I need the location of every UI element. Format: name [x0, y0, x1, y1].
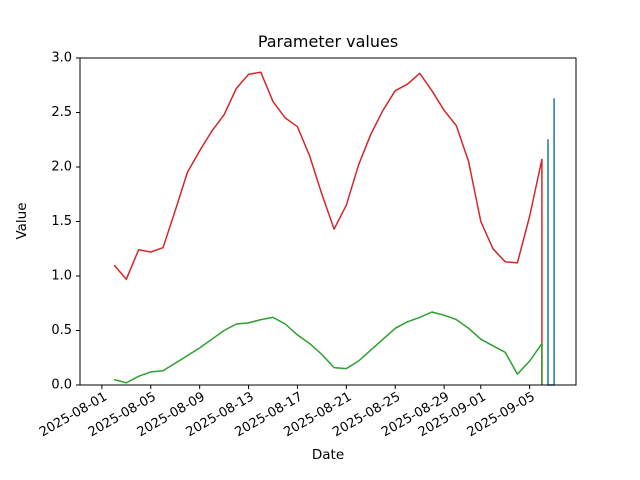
- series-green-line: [113, 311, 543, 385]
- plot-border: [79, 57, 577, 386]
- y-tick-label: 0.0: [51, 378, 72, 393]
- series-red-line: [113, 71, 543, 385]
- x-axis-label: Date: [312, 447, 344, 463]
- y-tick-label: 0.5: [51, 323, 72, 338]
- chart-title: Parameter values: [258, 32, 398, 51]
- y-axis-label: Value: [14, 202, 30, 239]
- y-tick-label: 2.5: [51, 105, 72, 120]
- y-tick-label: 1.0: [51, 269, 72, 284]
- y-tick-label: 3.0: [51, 51, 72, 66]
- y-tick-label: 1.5: [51, 214, 72, 229]
- y-axis-ticks: 0.0 0.5 1.0 1.5 2.0 2.5 3.0: [51, 51, 80, 393]
- y-tick-label: 2.0: [51, 160, 72, 175]
